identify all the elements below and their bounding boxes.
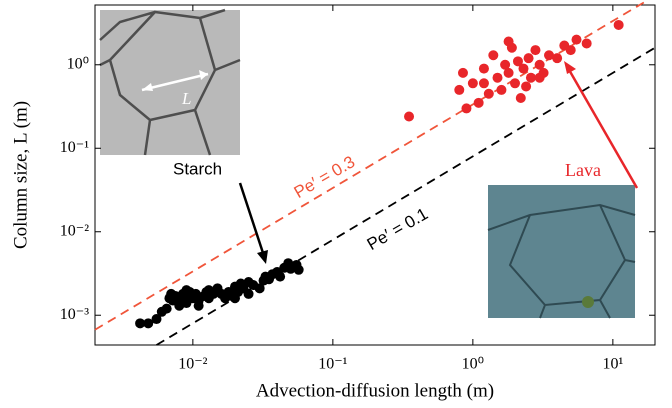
point [534, 72, 545, 83]
point [500, 59, 511, 70]
point [203, 285, 214, 296]
point [404, 111, 415, 122]
point [161, 303, 172, 314]
point [521, 81, 532, 92]
point [492, 72, 503, 83]
image-label: L [181, 89, 191, 108]
point [530, 45, 541, 56]
arrow [566, 67, 639, 189]
x-tick-label: 10⁻¹ [318, 356, 347, 373]
annotation: Starch [173, 159, 222, 178]
point [515, 92, 526, 103]
point [534, 59, 545, 70]
point [523, 53, 534, 64]
y-tick-label: 10⁻² [60, 222, 89, 239]
point [525, 72, 536, 83]
point [151, 314, 162, 325]
point [544, 50, 555, 61]
lava-image [487, 185, 636, 319]
point [143, 318, 154, 329]
arrow [238, 182, 266, 257]
point [174, 300, 185, 311]
point [478, 78, 489, 89]
y-tick-label: 10⁻¹ [60, 139, 89, 156]
point [454, 84, 465, 95]
point [488, 50, 499, 61]
arrow-head [257, 250, 268, 264]
y-tick-label: 10⁰ [67, 55, 89, 72]
point [510, 78, 520, 89]
point [613, 19, 624, 30]
starch-image: L [99, 8, 241, 156]
point [275, 271, 286, 282]
reference-line [94, 0, 650, 331]
annotation: Lava [565, 160, 601, 180]
x-axis-label: Advection-diffusion length (m) [256, 380, 494, 401]
x-tick-label: 10⁻² [178, 356, 207, 373]
point [243, 277, 254, 288]
points [135, 19, 624, 329]
point [135, 318, 146, 329]
point [467, 78, 478, 89]
point [581, 38, 592, 49]
point [503, 36, 514, 47]
point [552, 53, 563, 64]
y-tick-label: 10⁻³ [60, 306, 89, 323]
point [193, 300, 204, 311]
point [457, 67, 468, 78]
point [565, 45, 576, 56]
arrow-head [564, 61, 576, 74]
point [293, 264, 304, 275]
point [512, 56, 523, 67]
point [473, 97, 484, 108]
point [483, 88, 494, 99]
point [461, 103, 472, 114]
y-axis-label: Column size, L (m) [10, 101, 31, 249]
x-tick-label: 10⁰ [462, 356, 484, 373]
point [518, 63, 529, 74]
point [496, 84, 507, 95]
x-tick-label: 10¹ [602, 356, 623, 373]
point [181, 285, 192, 296]
point [230, 293, 240, 304]
point [478, 63, 489, 74]
point [254, 283, 265, 294]
point [243, 288, 254, 299]
point [571, 34, 582, 45]
point [503, 67, 514, 78]
